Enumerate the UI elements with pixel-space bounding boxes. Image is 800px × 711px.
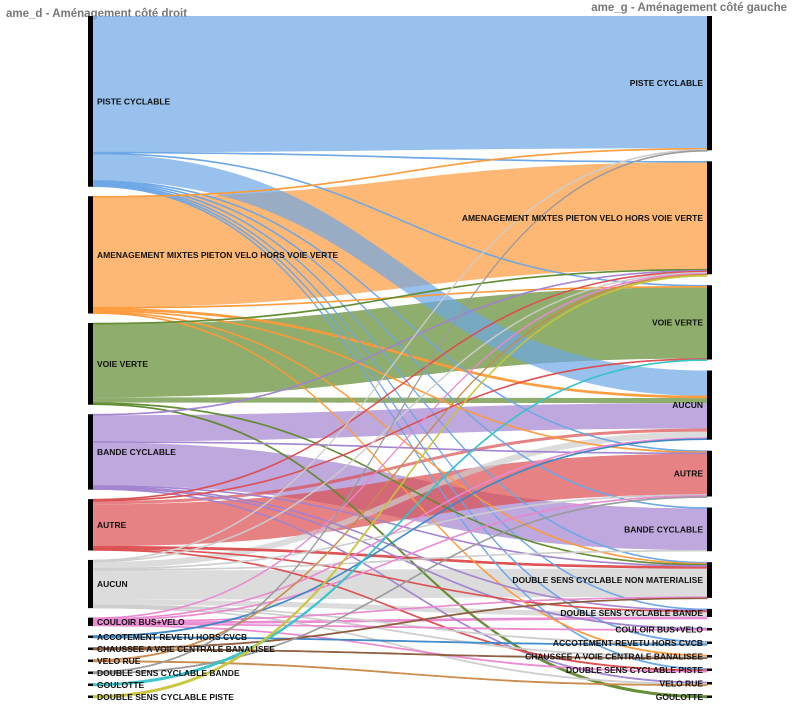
right-node-label: AUCUN xyxy=(672,400,703,410)
left-node-bar[interactable] xyxy=(88,695,93,699)
left-node-label: GOULOTTE xyxy=(97,680,145,690)
flow-link[interactable] xyxy=(93,403,707,442)
right-node-bar[interactable] xyxy=(707,161,712,275)
right-node-bar[interactable] xyxy=(707,695,712,699)
flow-link[interactable] xyxy=(92,549,708,571)
right-node-label: VELO RUE xyxy=(660,678,704,688)
flow-link[interactable] xyxy=(92,660,708,687)
left-node-bar[interactable] xyxy=(88,683,93,687)
right-node-bar[interactable] xyxy=(707,655,712,658)
flow-link[interactable] xyxy=(93,431,707,569)
left-node-label: VOIE VERTE xyxy=(97,359,148,369)
right-node-bar[interactable] xyxy=(707,507,712,552)
right-node-label: DOUBLE SENS CYCLABLE PISTE xyxy=(566,665,703,675)
right-node-bar[interactable] xyxy=(707,641,712,645)
right-node-label: AMENAGEMENT MIXTES PIETON VELO HORS VOIE… xyxy=(462,213,704,223)
flow-link[interactable] xyxy=(92,496,708,675)
left-node-bar[interactable] xyxy=(88,635,93,639)
flow-link[interactable] xyxy=(92,438,708,638)
right-node-bar[interactable] xyxy=(707,608,712,617)
flow-link[interactable] xyxy=(92,151,708,163)
right-node-label: ACCOTEMENT REVETU HORS CVCB xyxy=(553,638,703,648)
right-node-bar[interactable] xyxy=(707,562,712,598)
left-node-label: PISTE CYCLABLE xyxy=(97,96,171,106)
left-node-bar[interactable] xyxy=(88,16,93,187)
left-node-bar[interactable] xyxy=(88,414,93,490)
right-node-label: DOUBLE SENS CYCLABLE NON MATERIALISE xyxy=(512,575,703,585)
flow-link[interactable] xyxy=(93,397,707,404)
flow-link[interactable] xyxy=(93,599,707,617)
right-node-bar[interactable] xyxy=(707,450,712,497)
left-node-label: AMENAGEMENT MIXTES PIETON VELO HORS VOIE… xyxy=(97,250,339,260)
left-node-bar[interactable] xyxy=(88,671,93,675)
left-node-bar[interactable] xyxy=(88,559,93,609)
flow-link[interactable] xyxy=(92,359,708,687)
right-node-bar[interactable] xyxy=(707,16,712,151)
left-node-bar[interactable] xyxy=(88,659,93,663)
right-axis-title: ame_g - Aménagement côté gauche xyxy=(591,2,787,14)
flow-link[interactable] xyxy=(93,16,707,153)
left-node-bar[interactable] xyxy=(88,196,93,314)
left-node-label: DOUBLE SENS CYCLABLE PISTE xyxy=(97,692,234,702)
right-node-label: CHAUSSEE A VOIE CENTRALE BANALISEE xyxy=(525,651,703,661)
left-node-label: DOUBLE SENS CYCLABLE BANDE xyxy=(97,668,240,678)
right-node-bar[interactable] xyxy=(707,668,712,672)
right-node-label: VOIE VERTE xyxy=(652,317,703,327)
right-node-label: COULOIR BUS+VELO xyxy=(615,624,703,634)
flow-link[interactable] xyxy=(92,597,708,650)
flow-link[interactable] xyxy=(92,648,708,660)
right-node-bar[interactable] xyxy=(707,370,712,440)
flow-link[interactable] xyxy=(93,154,707,396)
right-node-bar[interactable] xyxy=(707,285,712,360)
flow-link[interactable] xyxy=(92,150,708,674)
right-node-bar[interactable] xyxy=(707,682,712,685)
left-node-label: BANDE CYCLABLE xyxy=(97,447,176,457)
right-node-label: BANDE CYCLABLE xyxy=(624,524,703,534)
right-node-bar[interactable] xyxy=(707,628,712,631)
labels-layer: PISTE CYCLABLE AMENAGEMENT MIXTES PIETON … xyxy=(97,78,703,702)
right-node-label: DOUBLE SENS CYCLABLE BANDE xyxy=(560,608,703,618)
left-node-label: VELO RUE xyxy=(97,656,141,666)
flow-link[interactable] xyxy=(92,636,708,646)
right-node-label: AUTRE xyxy=(674,469,704,479)
left-node-label: AUCUN xyxy=(97,579,128,589)
left-node-bar[interactable] xyxy=(88,617,93,626)
left-node-bar[interactable] xyxy=(88,499,93,551)
left-node-label: AUTRE xyxy=(97,520,127,530)
flow-link[interactable] xyxy=(92,274,708,699)
left-node-label: COULOIR BUS+VELO xyxy=(97,617,185,627)
links-layer xyxy=(92,16,708,699)
flow-link[interactable] xyxy=(93,568,707,600)
nodes-layer xyxy=(88,16,712,698)
left-node-label: CHAUSSEE A VOIE CENTRALE BANALISEE xyxy=(97,644,275,654)
right-node-label: PISTE CYCLABLE xyxy=(630,78,704,88)
left-node-label: ACCOTEMENT REVETU HORS CVCB xyxy=(97,632,247,642)
left-node-bar[interactable] xyxy=(88,647,93,651)
right-node-label: GOULOTTE xyxy=(656,692,704,702)
left-node-bar[interactable] xyxy=(88,323,93,405)
